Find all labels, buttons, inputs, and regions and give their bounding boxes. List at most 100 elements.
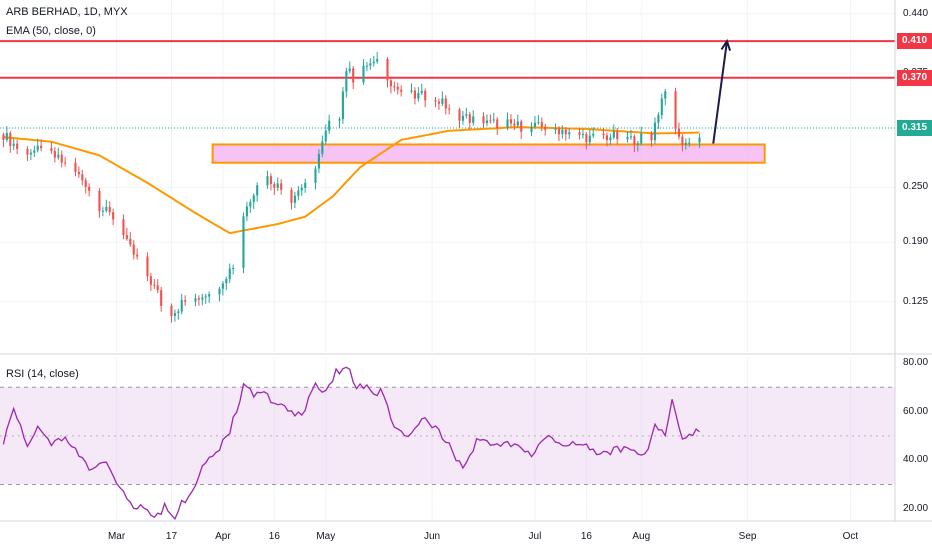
candle-body bbox=[273, 184, 276, 188]
candle-body bbox=[677, 128, 681, 137]
candle-body bbox=[650, 133, 653, 141]
candle-body bbox=[461, 115, 464, 121]
time-tick-label: May bbox=[316, 531, 336, 542]
candle-body bbox=[74, 162, 77, 172]
time-tick-label: Jul bbox=[528, 531, 542, 542]
projection-arrow-head bbox=[720, 38, 732, 51]
candle-body bbox=[410, 90, 413, 92]
candle-body bbox=[228, 268, 231, 279]
rsi-band bbox=[0, 387, 895, 485]
price-tick-label: 0.190 bbox=[903, 236, 929, 248]
frame-layer bbox=[0, 0, 932, 522]
candle-body bbox=[362, 65, 365, 83]
candle-body bbox=[345, 71, 348, 92]
candle-body bbox=[674, 91, 677, 129]
candle-body bbox=[314, 168, 317, 183]
candle-body bbox=[609, 137, 612, 141]
candle-body bbox=[197, 298, 200, 300]
candle-body bbox=[170, 305, 173, 317]
candle-body bbox=[84, 180, 87, 187]
candle-body bbox=[492, 119, 495, 121]
projection-arrow-line bbox=[712, 41, 728, 144]
candle-body bbox=[496, 119, 499, 129]
candle-body bbox=[544, 126, 547, 130]
candle-body bbox=[40, 145, 43, 149]
candle-body bbox=[105, 206, 108, 211]
candle-body bbox=[688, 142, 691, 144]
ema-legend[interactable]: EMA (50, close, 0) bbox=[6, 25, 96, 37]
price-badge: 0.370 bbox=[897, 69, 932, 86]
candle-body bbox=[629, 136, 633, 138]
candle-body bbox=[530, 126, 533, 132]
time-tick-label: Jun bbox=[424, 531, 441, 542]
rsi-legend[interactable]: RSI (14, close) bbox=[6, 368, 79, 380]
time-tick-label: 16 bbox=[580, 531, 592, 542]
candle-body bbox=[592, 133, 595, 136]
ema-layer bbox=[3, 126, 700, 235]
price-badge: 0.410 bbox=[897, 33, 932, 50]
symbol-legend[interactable]: ARB BERHAD, 1D, MYX bbox=[6, 6, 128, 18]
candle-body bbox=[681, 136, 684, 145]
candle-body bbox=[437, 101, 440, 104]
rsi-line bbox=[2, 366, 700, 521]
candle-body bbox=[98, 190, 101, 212]
candle-body bbox=[201, 297, 204, 300]
candle-body bbox=[441, 98, 444, 104]
candle-body bbox=[53, 151, 56, 158]
candle-body bbox=[33, 150, 36, 153]
candle-body bbox=[341, 91, 344, 120]
candle-body bbox=[129, 238, 132, 245]
candle-body bbox=[612, 131, 615, 138]
rsi-tick-label: 20.00 bbox=[903, 502, 929, 514]
candle-body bbox=[472, 116, 475, 123]
candle-body bbox=[489, 120, 492, 122]
candle-body bbox=[293, 195, 296, 203]
candle-body bbox=[269, 176, 272, 185]
candle-body bbox=[12, 143, 15, 146]
candle-body bbox=[420, 90, 423, 94]
candle-body bbox=[657, 115, 660, 123]
candle-body bbox=[225, 278, 228, 284]
candle-body bbox=[149, 276, 152, 285]
candle-body bbox=[5, 133, 8, 140]
candle-body bbox=[520, 121, 523, 132]
candle-body bbox=[561, 129, 564, 135]
rsi-tick-label: 40.00 bbox=[903, 454, 929, 466]
candle-body bbox=[640, 133, 643, 144]
candle-body bbox=[516, 121, 519, 126]
candle-body bbox=[605, 135, 609, 141]
candle-body bbox=[122, 219, 125, 236]
candle-body bbox=[57, 154, 60, 158]
candle-body bbox=[633, 136, 636, 145]
candle-body bbox=[533, 122, 537, 127]
candle-body bbox=[204, 296, 207, 298]
candle-body bbox=[684, 142, 687, 145]
candle-body bbox=[242, 216, 245, 268]
candle-body bbox=[540, 122, 543, 127]
candle-body bbox=[50, 148, 53, 152]
rsi-tick-label: 80.00 bbox=[903, 356, 929, 368]
candle-body bbox=[424, 90, 427, 101]
candle-body bbox=[352, 68, 355, 83]
price-tick-label: 0.125 bbox=[903, 295, 929, 307]
candle-body bbox=[482, 116, 485, 124]
candle-body bbox=[16, 143, 19, 149]
candle-body bbox=[81, 174, 84, 181]
candle-body bbox=[156, 285, 159, 291]
candle-body bbox=[400, 89, 403, 92]
candle-body bbox=[537, 122, 540, 124]
candle-body bbox=[9, 133, 12, 146]
candle-body bbox=[581, 134, 585, 136]
candle-body bbox=[194, 298, 197, 302]
candle-body bbox=[2, 134, 5, 140]
candle-body bbox=[602, 133, 605, 136]
candle-body bbox=[101, 210, 104, 212]
candle-body bbox=[365, 65, 368, 67]
candle-body bbox=[369, 63, 372, 66]
candle-body bbox=[348, 68, 351, 72]
candle-body bbox=[136, 254, 139, 257]
candle-body bbox=[249, 201, 252, 207]
candle-body bbox=[636, 143, 639, 145]
ema-line bbox=[3, 126, 700, 235]
